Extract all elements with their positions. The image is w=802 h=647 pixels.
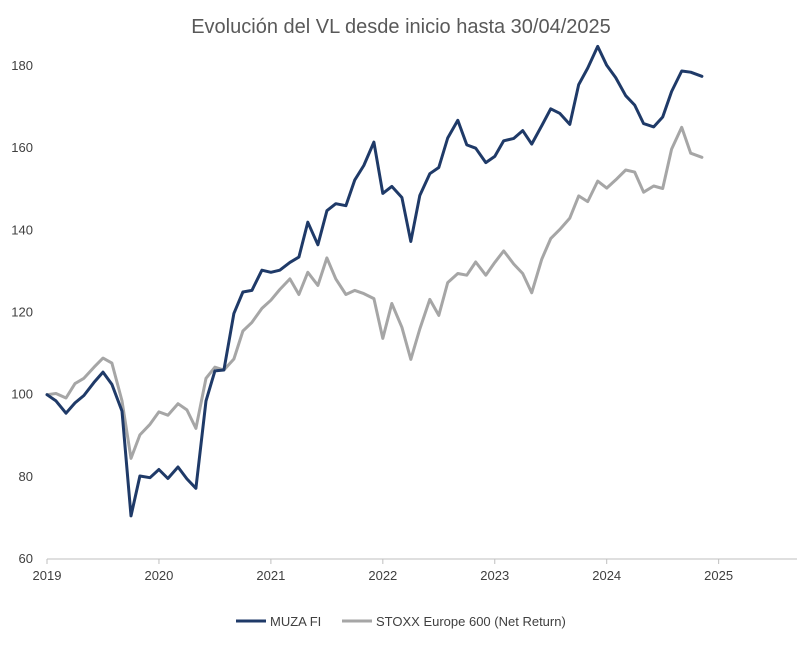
x-tick-label: 2021 (256, 568, 285, 583)
y-axis-tick-labels: 60 80 100 120 140 160 180 (11, 58, 33, 566)
series-line-stoxx-europe-600 (45, 125, 704, 460)
legend-label-stoxx-europe-600: STOXX Europe 600 (Net Return) (376, 614, 566, 629)
x-tick-label: 2023 (480, 568, 509, 583)
y-tick-label: 180 (11, 58, 33, 73)
x-tick-label: 2020 (144, 568, 173, 583)
legend: MUZA FI STOXX Europe 600 (Net Return) (236, 614, 566, 629)
y-tick-label: 80 (19, 469, 33, 484)
series-line-muza-fi (45, 44, 704, 518)
y-tick-label: 100 (11, 387, 33, 402)
legend-label-muza-fi: MUZA FI (270, 614, 321, 629)
series-layer (45, 44, 704, 518)
x-tick-label: 2022 (368, 568, 397, 583)
x-tick-label: 2019 (33, 568, 62, 583)
y-tick-label: 60 (19, 551, 33, 566)
x-axis: 2019 2020 2021 2022 2023 2024 2025 (33, 558, 797, 583)
x-tick-label: 2024 (592, 568, 621, 583)
chart-title: Evolución del VL desde inicio hasta 30/0… (191, 16, 611, 38)
x-tick-label: 2025 (704, 568, 733, 583)
y-tick-label: 160 (11, 140, 33, 155)
y-tick-label: 140 (11, 222, 33, 237)
y-tick-label: 120 (11, 305, 33, 320)
